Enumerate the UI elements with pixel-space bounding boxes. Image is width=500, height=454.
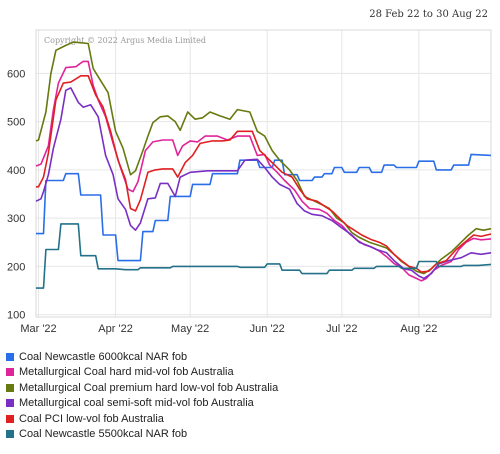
- plot-border: [35, 29, 492, 318]
- y-tick-label: 200: [7, 261, 25, 273]
- y-tick-label: 600: [7, 68, 25, 80]
- legend-label: Coal PCI low-vol fob Australia: [19, 412, 164, 425]
- y-axis: 100 200 300 400 500 600: [7, 68, 25, 321]
- legend-item[interactable]: Metallurgical Coal hard mid-vol fob Aust…: [6, 365, 278, 381]
- legend-item[interactable]: Metallurgical coal semi-soft mid-vol fob…: [6, 396, 278, 412]
- series-line-6: [36, 223, 492, 289]
- series-line-5: [36, 75, 492, 273]
- x-tick-label: Apr '22: [98, 323, 133, 335]
- legend-label: Coal Newcastle 6000kcal NAR fob: [19, 350, 188, 363]
- x-tick-label: May '22: [171, 323, 209, 335]
- legend-label: Metallurgical Coal hard mid-vol fob Aust…: [19, 366, 234, 379]
- x-tick-label: Aug '22: [400, 323, 437, 335]
- legend-label: Metallurgical coal semi-soft mid-vol fob…: [19, 397, 254, 410]
- legend-label: Coal Newcastle 5500kcal NAR fob: [19, 428, 188, 441]
- series-line-3: [35, 41, 492, 275]
- series-lines: [35, 41, 492, 289]
- grid: [36, 30, 491, 317]
- legend-item[interactable]: Coal Newcastle 5500kcal NAR fob: [6, 427, 278, 443]
- series-line-2: [35, 60, 492, 282]
- y-tick-label: 300: [7, 213, 25, 225]
- legend-swatch: [6, 430, 14, 439]
- x-axis: Mar '22 Apr '22 May '22 Jun '22 Jul '22 Aug '…: [20, 323, 437, 335]
- legend-swatch: [6, 383, 14, 392]
- legend-swatch: [6, 399, 14, 408]
- series-line-1: [36, 153, 492, 262]
- legend-swatch: [6, 368, 14, 377]
- legend: Coal Newcastle 6000kcal NAR fob Metallurg…: [6, 349, 278, 442]
- legend-swatch: [6, 414, 14, 423]
- y-tick-label: 500: [7, 117, 25, 129]
- legend-label: Metallurgical Coal premium hard low-vol …: [19, 381, 279, 394]
- x-tick-label: Jun '22: [250, 323, 285, 335]
- x-tick-label: Jul '22: [326, 323, 357, 335]
- series-line-4: [35, 87, 492, 280]
- legend-item[interactable]: Coal Newcastle 6000kcal NAR fob: [6, 349, 278, 365]
- date-range: 28 Feb 22 to 30 Aug 22: [369, 9, 488, 20]
- copyright-text: Copyright © 2022 Argus Media Limited: [44, 36, 206, 45]
- y-tick-label: 100: [7, 310, 25, 322]
- y-tick-label: 400: [7, 165, 25, 177]
- legend-item[interactable]: Metallurgical Coal premium hard low-vol …: [6, 380, 278, 396]
- legend-swatch: [6, 352, 14, 361]
- legend-item[interactable]: Coal PCI low-vol fob Australia: [6, 411, 278, 427]
- line-chart: Copyright © 2022 Argus Media Limited 100…: [7, 29, 492, 335]
- x-tick-label: Mar '22: [20, 323, 56, 335]
